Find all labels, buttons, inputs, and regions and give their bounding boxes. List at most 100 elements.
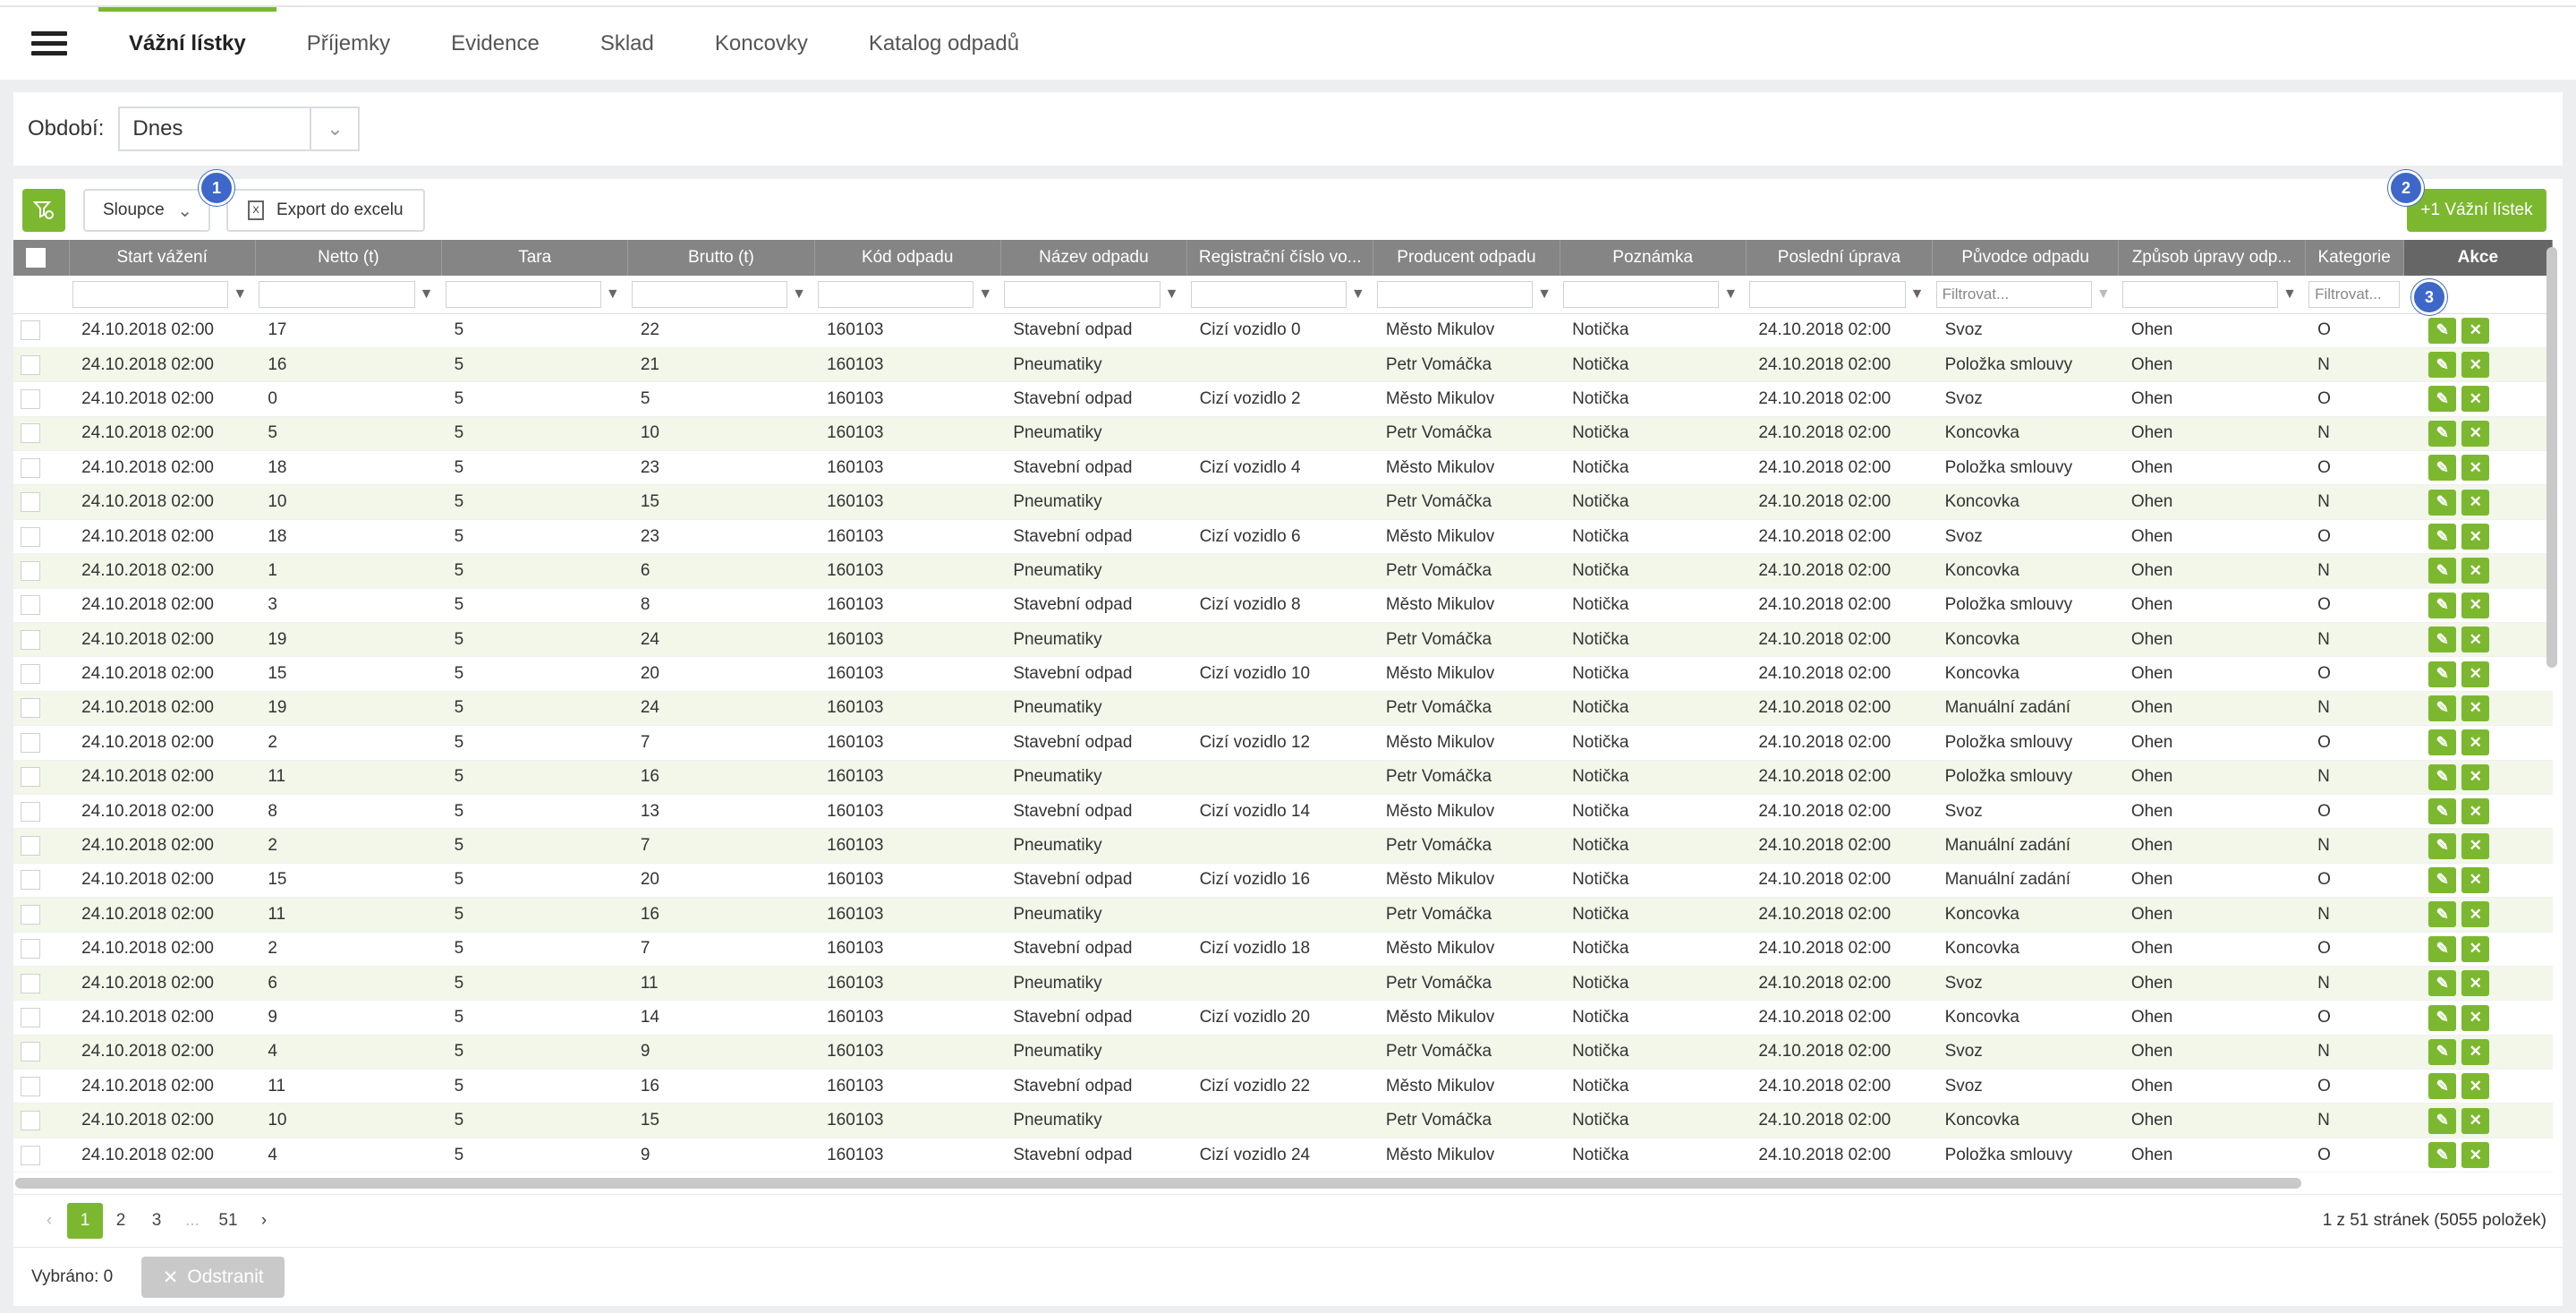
table-row[interactable]: 24.10.2018 02:00 8 5 13 160103 Stavební odpad… xyxy=(13,794,2553,830)
delete-x-icon[interactable]: ✕ xyxy=(2461,524,2490,550)
delete-x-icon[interactable]: ✕ xyxy=(2461,592,2490,618)
delete-button[interactable]: ✕ Odstranit xyxy=(141,1257,285,1298)
column-filter-input[interactable] xyxy=(445,280,601,308)
filter-funnel-icon[interactable]: ▼ xyxy=(419,286,434,302)
filter-funnel-icon[interactable]: ▼ xyxy=(233,286,248,302)
column-header[interactable]: Kód odpadu xyxy=(814,240,1001,276)
edit-pencil-icon[interactable]: ✎ xyxy=(2428,1107,2457,1134)
row-checkbox[interactable] xyxy=(21,698,40,719)
column-header[interactable]: Netto (t) xyxy=(255,240,443,276)
row-checkbox[interactable] xyxy=(21,973,40,993)
row-checkbox[interactable] xyxy=(21,629,40,650)
edit-pencil-icon[interactable]: ✎ xyxy=(2428,763,2457,790)
table-row[interactable]: 24.10.2018 02:00 5 5 10 160103 Pneumatiky Petr… xyxy=(13,416,2553,452)
row-checkbox[interactable] xyxy=(21,664,40,685)
edit-pencil-icon[interactable]: ✎ xyxy=(2428,729,2457,756)
edit-pencil-icon[interactable]: ✎ xyxy=(2428,661,2457,687)
edit-pencil-icon[interactable]: ✎ xyxy=(2428,489,2457,516)
table-row[interactable]: 24.10.2018 02:00 2 5 7 160103 Stavební odpad C… xyxy=(13,725,2553,761)
table-row[interactable]: 24.10.2018 02:00 2 5 7 160103 Stavební odpad C… xyxy=(13,932,2553,967)
edit-pencil-icon[interactable]: ✎ xyxy=(2428,1038,2457,1065)
hamburger-menu-icon[interactable] xyxy=(0,7,98,80)
table-row[interactable]: 24.10.2018 02:00 0 5 5 160103 Stavební odpad C… xyxy=(13,381,2553,417)
row-checkbox[interactable] xyxy=(21,1076,40,1096)
row-checkbox[interactable] xyxy=(21,732,40,753)
filter-funnel-icon[interactable]: ▼ xyxy=(2096,286,2111,302)
column-header[interactable]: Kategorie xyxy=(2305,240,2404,276)
row-checkbox[interactable] xyxy=(21,1042,40,1062)
column-header[interactable]: Registrační číslo vo... xyxy=(1186,240,1374,276)
table-row[interactable]: 24.10.2018 02:00 18 5 23 160103 Stavební odpa… xyxy=(13,519,2553,555)
column-filter-input[interactable] xyxy=(2121,280,2279,308)
filter-funnel-icon[interactable]: ▼ xyxy=(1164,286,1179,302)
edit-pencil-icon[interactable]: ✎ xyxy=(2428,832,2457,859)
delete-x-icon[interactable]: ✕ xyxy=(2461,386,2490,413)
edit-pencil-icon[interactable]: ✎ xyxy=(2428,935,2457,962)
table-row[interactable]: 24.10.2018 02:00 11 5 16 160103 Stavební odpa… xyxy=(13,1069,2553,1104)
table-row[interactable]: 24.10.2018 02:00 10 5 15 160103 Pneumatiky Pet… xyxy=(13,1103,2553,1138)
table-row[interactable]: 24.10.2018 02:00 10 5 15 160103 Pneumatiky Pet… xyxy=(13,484,2553,520)
column-filter-input[interactable] xyxy=(259,280,415,308)
tab-vazni-listky[interactable]: Vážní lístky xyxy=(98,7,276,80)
column-filter-input[interactable] xyxy=(631,280,788,308)
row-checkbox[interactable] xyxy=(21,801,40,822)
column-filter-input[interactable] xyxy=(818,280,974,308)
edit-pencil-icon[interactable]: ✎ xyxy=(2428,386,2457,413)
filter-funnel-icon[interactable]: ▼ xyxy=(1723,286,1739,302)
table-row[interactable]: 24.10.2018 02:00 9 5 14 160103 Stavební odpad… xyxy=(13,1000,2553,1036)
table-row[interactable]: 24.10.2018 02:00 2 5 7 160103 Pneumatiky Petr … xyxy=(13,828,2553,864)
row-checkbox[interactable] xyxy=(21,939,40,959)
delete-x-icon[interactable]: ✕ xyxy=(2461,729,2490,756)
filter-funnel-icon[interactable]: ▼ xyxy=(1909,286,1925,302)
tab-katalog-odpadu[interactable]: Katalog odpadů xyxy=(868,30,1020,55)
row-checkbox[interactable] xyxy=(21,492,40,513)
edit-pencil-icon[interactable]: ✎ xyxy=(2428,1004,2457,1031)
tab-sklad[interactable]: Sklad xyxy=(599,30,654,55)
delete-x-icon[interactable]: ✕ xyxy=(2461,317,2490,344)
table-row[interactable]: 24.10.2018 02:00 17 5 22 160103 Stavební odpa… xyxy=(13,313,2553,348)
row-checkbox[interactable] xyxy=(21,836,40,857)
vertical-scrollbar[interactable] xyxy=(2546,247,2557,668)
table-row[interactable]: 24.10.2018 02:00 19 5 24 160103 Pneumatiky Pet… xyxy=(13,622,2553,658)
delete-x-icon[interactable]: ✕ xyxy=(2461,627,2490,653)
delete-x-icon[interactable]: ✕ xyxy=(2461,763,2490,790)
column-header[interactable]: Způsob úpravy odp... xyxy=(2118,240,2306,276)
table-row[interactable]: 24.10.2018 02:00 4 5 9 160103 Pneumatiky Petr … xyxy=(13,1035,2553,1070)
chevron-down-icon[interactable]: ⌄ xyxy=(310,108,358,149)
row-checkbox[interactable] xyxy=(21,904,40,925)
filter-toggle-button[interactable] xyxy=(22,189,65,232)
table-row[interactable]: 24.10.2018 02:00 4 5 9 160103 Stavební odpad C… xyxy=(13,1138,2553,1173)
delete-x-icon[interactable]: ✕ xyxy=(2461,798,2490,825)
edit-pencil-icon[interactable]: ✎ xyxy=(2428,1073,2457,1100)
select-all-header[interactable] xyxy=(13,240,70,276)
delete-x-icon[interactable]: ✕ xyxy=(2461,935,2490,962)
prev-page-icon[interactable]: ‹ xyxy=(46,1211,53,1230)
row-checkbox[interactable] xyxy=(21,560,40,581)
row-checkbox[interactable] xyxy=(21,423,40,444)
page-button[interactable]: 3 xyxy=(151,1211,162,1230)
table-row[interactable]: 24.10.2018 02:00 19 5 24 160103 Pneumatiky Pet… xyxy=(13,691,2553,727)
filter-funnel-icon[interactable]: ▼ xyxy=(978,286,993,302)
column-header[interactable]: Poznámka xyxy=(1560,240,1747,276)
table-row[interactable]: 24.10.2018 02:00 15 5 20 160103 Stavební odpa… xyxy=(13,656,2553,692)
edit-pencil-icon[interactable]: ✎ xyxy=(2428,524,2457,550)
row-checkbox[interactable] xyxy=(21,1008,40,1027)
edit-pencil-icon[interactable]: ✎ xyxy=(2428,592,2457,618)
table-row[interactable]: 24.10.2018 02:00 11 5 16 160103 Pneumatiky Pet… xyxy=(13,897,2553,933)
column-filter-input[interactable]: Filtrovat... xyxy=(2308,280,2401,308)
row-checkbox[interactable] xyxy=(21,526,40,547)
table-row[interactable]: 24.10.2018 02:00 6 5 11 160103 Pneumatiky Petr… xyxy=(13,966,2553,1002)
delete-x-icon[interactable]: ✕ xyxy=(2461,661,2490,687)
column-filter-input[interactable] xyxy=(1376,280,1534,308)
table-row[interactable]: 24.10.2018 02:00 16 5 21 160103 Pneumatiky Pet… xyxy=(13,347,2553,383)
edit-pencil-icon[interactable]: ✎ xyxy=(2428,970,2457,997)
delete-x-icon[interactable]: ✕ xyxy=(2461,558,2490,584)
period-select[interactable]: Dnes ⌄ xyxy=(118,107,361,151)
delete-x-icon[interactable]: ✕ xyxy=(2461,1073,2490,1100)
delete-x-icon[interactable]: ✕ xyxy=(2461,455,2490,482)
delete-x-icon[interactable]: ✕ xyxy=(2461,420,2490,447)
tab-prijemky[interactable]: Příjemky xyxy=(306,30,391,55)
add-weighing-ticket-button[interactable]: +1 Vážní lístek xyxy=(2407,189,2546,232)
row-checkbox[interactable] xyxy=(21,354,40,375)
table-row[interactable]: 24.10.2018 02:00 18 5 23 160103 Stavební odpa… xyxy=(13,450,2553,486)
